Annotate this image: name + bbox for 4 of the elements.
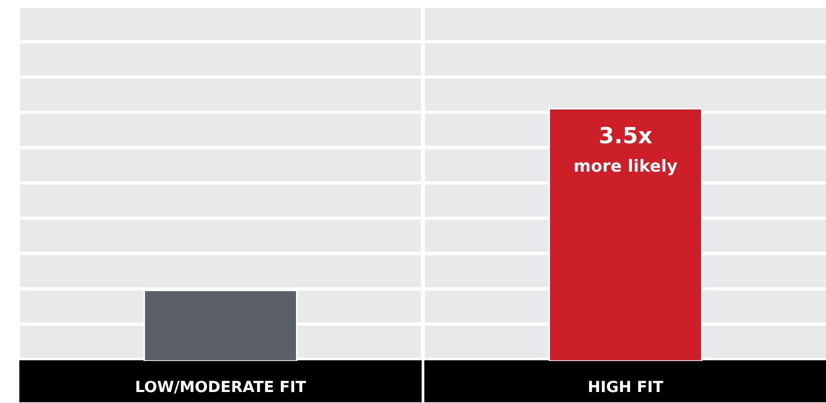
annotation: more likely [574,158,678,176]
x-tick-label: LOW/MODERATE FIT [136,380,306,394]
x-tick-label: HIGH FIT [589,380,664,392]
annotation: 3.5x [600,126,652,144]
